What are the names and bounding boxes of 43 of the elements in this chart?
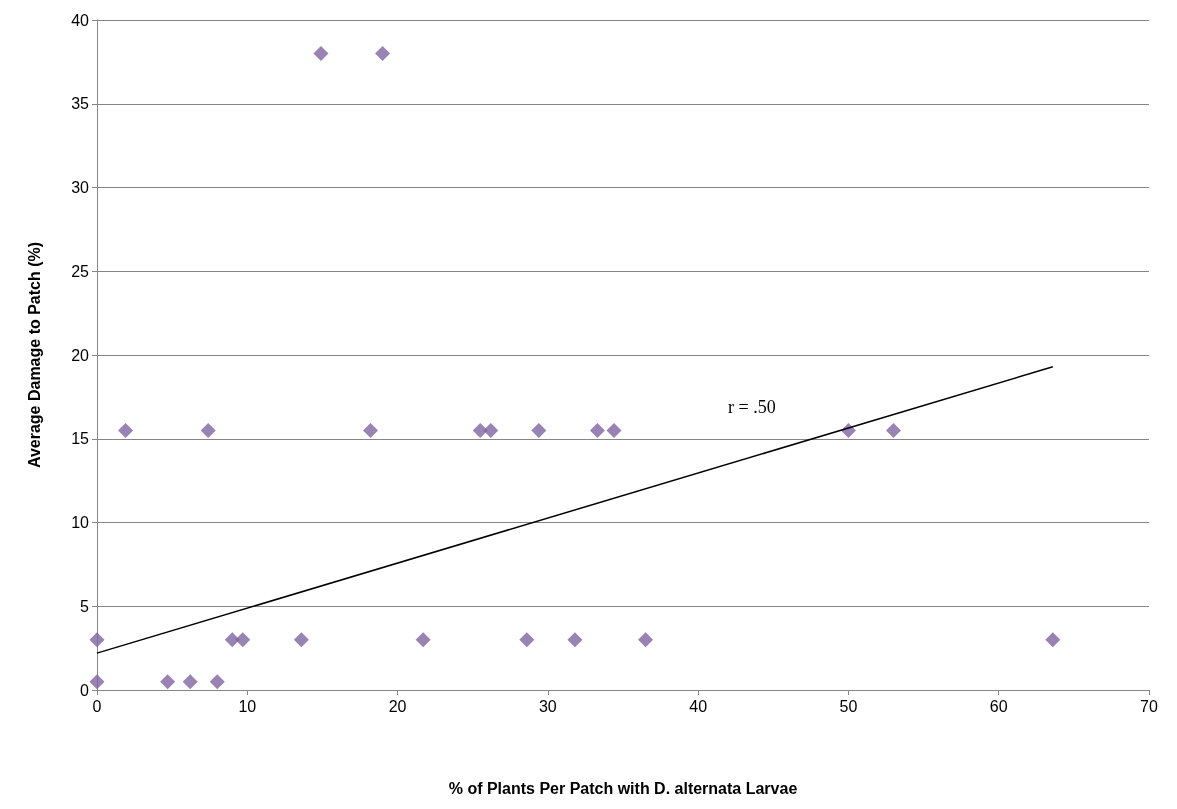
x-tick-label: 20 [388,697,407,715]
x-tick-label: 10 [238,697,257,715]
point [89,632,105,648]
point [235,632,251,648]
x-axis-title: % of Plants Per Patch with D. alternata Larvae [448,779,798,797]
y-tick-label: 20 [71,346,90,364]
point [519,632,535,648]
point [160,674,176,690]
point [589,422,605,438]
point [567,632,583,648]
point [415,632,431,648]
y-tick-label: 5 [80,597,90,615]
point [531,422,547,438]
point [638,632,654,648]
point [118,422,134,438]
point [886,422,902,438]
x-tick-label: 50 [839,697,858,715]
x-tick-label: 30 [538,697,557,715]
y-tick-label: 40 [71,11,90,29]
annotation: r = .50 [728,397,776,417]
point [606,422,622,438]
point [375,46,391,61]
point [293,632,309,648]
point [182,674,198,690]
x-tick-label: 60 [989,697,1008,715]
y-tick-label: 10 [71,514,90,531]
y-axis-title: Average Damage to Patch (%) [25,241,43,469]
point [89,674,105,690]
y-tick-label: 25 [71,262,90,280]
x-tick-label: 70 [1140,697,1158,715]
point [1045,632,1061,648]
y-tick-label: 30 [71,179,90,196]
x-tick-label: 0 [92,697,102,715]
point [363,422,379,438]
x-tick-label: 40 [689,697,708,715]
point [483,422,499,438]
point [313,46,329,61]
point [224,632,240,648]
y-tick-label: 0 [80,681,90,699]
point [209,674,225,690]
y-tick-label: 35 [71,95,90,113]
y-tick-label: 15 [71,430,90,448]
point [200,422,216,438]
